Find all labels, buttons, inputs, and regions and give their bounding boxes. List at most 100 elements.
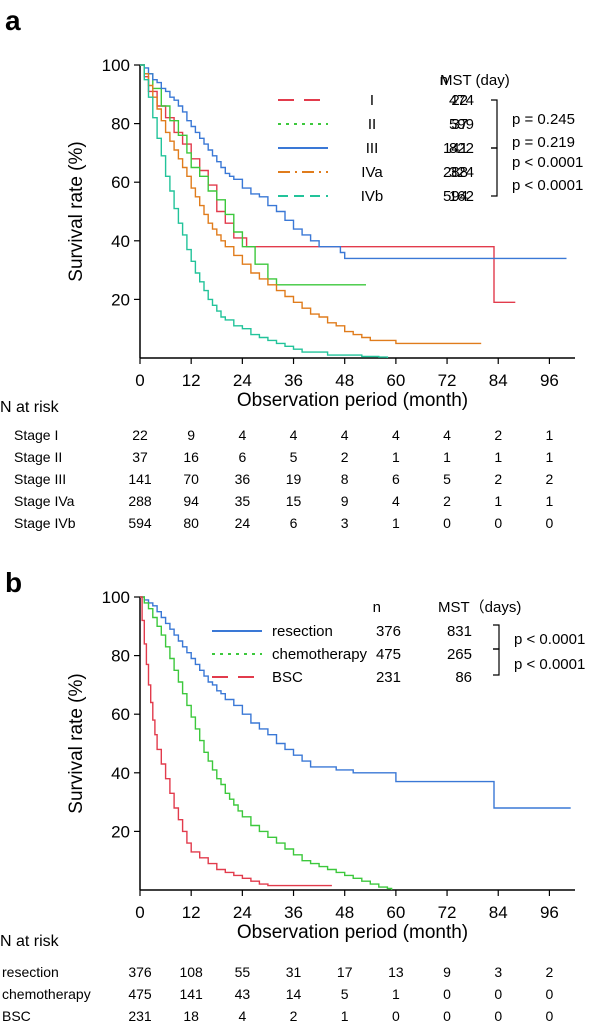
risk-count: 35	[235, 493, 251, 509]
risk-count: 5	[341, 986, 349, 1002]
x-tick-label: 96	[540, 903, 559, 922]
risk-count: 4	[443, 427, 451, 443]
p-value-label: p < 0.0001	[512, 154, 583, 171]
y-tick-label: 80	[111, 115, 130, 134]
risk-count: 9	[187, 427, 195, 443]
x-tick-label: 48	[335, 371, 354, 390]
x-tick-label: 84	[489, 371, 508, 390]
risk-row-label: Stage IVb	[14, 515, 76, 531]
risk-count: 1	[392, 515, 400, 531]
x-tick-label: 36	[284, 903, 303, 922]
risk-count: 13	[388, 964, 404, 980]
risk-count: 4	[341, 427, 349, 443]
legend-n-value: 475	[376, 646, 401, 663]
y-tick-label: 60	[111, 705, 130, 724]
risk-count: 70	[183, 471, 199, 487]
risk-count: 2	[494, 427, 502, 443]
risk-count: 36	[235, 471, 251, 487]
legend-mst-value: 86	[455, 669, 472, 686]
risk-count: 1	[546, 493, 554, 509]
risk-count: 1	[546, 449, 554, 465]
risk-count: 0	[443, 986, 451, 1002]
risk-count: 3	[341, 515, 349, 531]
risk-count: 0	[494, 1008, 502, 1024]
series-line-iii	[140, 64, 567, 260]
risk-count: 2	[494, 471, 502, 487]
x-tick-label: 84	[489, 903, 508, 922]
y-axis-title: Survival rate (%)	[66, 673, 87, 813]
legend-header-mst: MST（days)	[438, 599, 521, 616]
series-line-iva	[140, 64, 482, 345]
risk-count: 15	[286, 493, 302, 509]
risk-count: 22	[132, 427, 148, 443]
risk-count: 2	[546, 964, 554, 980]
x-tick-label: 72	[438, 371, 457, 390]
x-tick-label: 60	[386, 903, 405, 922]
risk-count: 6	[290, 515, 298, 531]
x-tick-label: 48	[335, 903, 354, 922]
risk-count: 376	[128, 964, 152, 980]
risk-count: 141	[128, 471, 152, 487]
risk-count: 2	[290, 1008, 298, 1024]
risk-count: 6	[238, 449, 246, 465]
legend-n-value: 288	[443, 164, 468, 181]
series-line-resection	[140, 596, 571, 809]
risk-count: 5	[443, 471, 451, 487]
risk-count: 4	[392, 427, 400, 443]
risk-count: 108	[179, 964, 203, 980]
x-axis-title: Observation period (month)	[237, 390, 468, 411]
y-tick-label: 20	[111, 290, 130, 309]
x-tick-label: 0	[135, 371, 144, 390]
risk-table-title: N at risk	[0, 933, 60, 950]
risk-count: 594	[128, 515, 152, 531]
legend-header-n: n	[440, 72, 448, 89]
risk-count: 9	[443, 964, 451, 980]
legend-n-value: 37	[451, 116, 468, 133]
risk-count: 288	[128, 493, 152, 509]
risk-count: 0	[494, 515, 502, 531]
legend-header-mst: MST (day)	[440, 72, 510, 89]
risk-row-label: Stage III	[14, 471, 66, 487]
risk-count: 0	[443, 515, 451, 531]
risk-count: 1	[494, 493, 502, 509]
x-tick-label: 96	[540, 371, 559, 390]
legend-mst-value: 599	[449, 116, 474, 133]
risk-count: 4	[290, 427, 298, 443]
risk-count: 141	[179, 986, 203, 1002]
x-tick-label: 12	[182, 371, 201, 390]
y-tick-label: 40	[111, 764, 130, 783]
risk-row-label: Stage II	[14, 449, 62, 465]
y-tick-label: 20	[111, 822, 130, 841]
y-axis-title: Survival rate (%)	[66, 141, 87, 281]
legend-mst-value: 162	[449, 188, 474, 205]
p-value-label: p < 0.0001	[514, 656, 585, 673]
legend-mst-value: 265	[447, 646, 472, 663]
risk-count: 5	[290, 449, 298, 465]
risk-row-label: Stage I	[14, 427, 58, 443]
p-value-label: p = 0.219	[512, 134, 575, 151]
risk-count: 94	[183, 493, 199, 509]
y-tick-label: 100	[102, 56, 130, 75]
risk-table-title: N at risk	[0, 399, 60, 416]
risk-count: 37	[132, 449, 148, 465]
p-value-label: p < 0.0001	[512, 177, 583, 194]
legend-n-value: 22	[451, 92, 468, 109]
legend-label-bsc: BSC	[272, 669, 303, 686]
x-tick-label: 0	[135, 903, 144, 922]
risk-count: 0	[546, 986, 554, 1002]
x-axis-title: Observation period (month)	[237, 922, 468, 943]
series-line-i	[140, 64, 516, 303]
risk-count: 24	[235, 515, 251, 531]
risk-count: 1	[494, 449, 502, 465]
risk-count: 0	[392, 1008, 400, 1024]
legend-n-value: 594	[443, 188, 468, 205]
x-tick-label: 24	[233, 903, 252, 922]
legend-n-value: 141	[443, 140, 468, 157]
legend-mst-value: 831	[447, 623, 472, 640]
x-tick-label: 60	[386, 371, 405, 390]
legend-n-value: 376	[376, 623, 401, 640]
risk-count: 3	[494, 964, 502, 980]
y-tick-label: 60	[111, 173, 130, 192]
risk-count: 0	[494, 986, 502, 1002]
risk-count: 4	[238, 1008, 246, 1024]
